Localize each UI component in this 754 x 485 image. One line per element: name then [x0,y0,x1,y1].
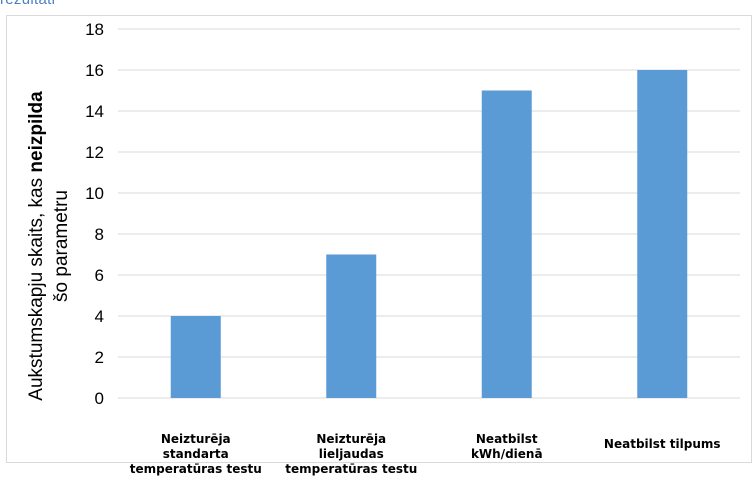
x-category-label-line: Neizturēja [161,432,231,446]
x-category-label-line: Neizturēja [316,432,386,446]
x-category-label: Neatbilst tilpums [604,437,721,451]
bar [481,90,532,398]
y-tick-label: 8 [95,225,104,244]
y-axis-label-line2: šo parametru [51,190,72,302]
x-category-labels: Neizturēja standarta temperatūras testuNei… [130,432,721,476]
x-category-label-line: kWh/dienā [471,447,543,461]
y-tick-label: 18 [85,20,104,39]
y-axis-label-line1: Aukstumskapju skaits, kas neizpilda [26,91,47,401]
chart-frame [6,15,752,463]
y-tick-label: 2 [95,348,104,367]
gridlines [118,28,740,399]
y-tick-label: 14 [85,102,104,121]
bars [170,70,688,398]
bar [170,316,221,398]
y-tick-label: 10 [85,184,104,203]
x-category-label-line: Neatbilst tilpums [604,437,721,451]
bar [326,254,377,398]
x-category-label: Neizturēja standarta temperatūras testu [130,432,262,476]
x-category-label-line: standarta [163,447,229,461]
y-tick-label: 0 [95,389,104,408]
x-category-label-line: Neatbilst [476,432,538,446]
y-tick-label: 6 [95,266,104,285]
y-tick-labels: 0 2 4 6 8 10 12 14 16 18 [85,20,104,408]
y-tick-label: 4 [95,307,104,326]
x-category-label-line: temperatūras testu [285,462,417,476]
cropped-header-text: rezultāti [0,0,55,8]
bar [637,70,688,398]
y-tick-label: 12 [85,143,104,162]
y-axis-label-bold: neizpilda [26,91,47,173]
x-category-label-line: lieljaudas [319,447,384,461]
x-category-label-line: temperatūras testu [130,462,262,476]
x-category-label: Neizturēja lieljaudas temperatūras testu [285,432,417,476]
y-tick-label: 16 [85,61,104,80]
y-axis-label-prefix: Aukstumskapju skaits, kas [26,173,47,401]
x-category-label: Neatbilst kWh/dienā [471,432,543,461]
